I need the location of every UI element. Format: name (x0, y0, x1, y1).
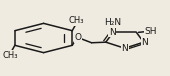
Text: SH: SH (144, 27, 157, 36)
Text: N: N (109, 28, 116, 37)
Text: CH₃: CH₃ (69, 16, 84, 25)
Text: O: O (75, 33, 82, 42)
Text: CH₃: CH₃ (3, 51, 19, 60)
Text: N: N (141, 38, 148, 47)
Text: H₂N: H₂N (105, 18, 122, 28)
Text: N: N (121, 44, 128, 53)
